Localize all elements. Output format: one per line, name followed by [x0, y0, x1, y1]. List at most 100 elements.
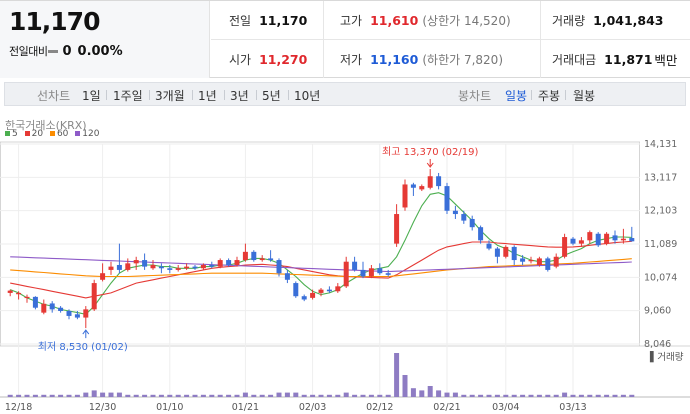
volume-bar: [469, 394, 475, 397]
candle-chart-title[interactable]: 봉차트: [458, 89, 492, 103]
volume-bar: [595, 394, 601, 397]
tab-3month[interactable]: 3개월: [155, 89, 185, 103]
candle-up: [175, 268, 181, 270]
candle-down: [595, 233, 601, 246]
volume-bar: [452, 392, 458, 397]
data-source: 한국거래소(KRX): [5, 119, 87, 132]
candle-up: [242, 251, 248, 261]
y-tick-label: 11,089: [644, 239, 677, 250]
volume-bar: [553, 394, 559, 397]
candle-up: [394, 214, 400, 244]
volume-bar: [587, 394, 593, 397]
ma-line-60: [10, 258, 632, 278]
legend-ma5: 5: [5, 129, 18, 139]
x-tick-label: 01/10: [156, 402, 183, 413]
candle-up: [217, 260, 223, 267]
divider: [540, 1, 541, 78]
volume-bar: [284, 392, 290, 397]
volume-bar: [74, 394, 80, 397]
volume-bar: [461, 394, 467, 397]
tab-3year[interactable]: 3년: [230, 89, 249, 103]
high-arrow-icon: [426, 159, 434, 168]
ma-line-120: [10, 256, 632, 273]
y-tick-label: 14,131: [644, 139, 677, 150]
candle-down: [444, 186, 450, 211]
volume-bar: [343, 392, 349, 397]
tab-1year[interactable]: 1년: [198, 89, 217, 103]
volume-bar: [486, 394, 492, 397]
volume-label: ▌거래량: [649, 351, 684, 363]
legend-ma60: 60: [49, 129, 68, 139]
candle-up: [24, 296, 30, 299]
candle-up: [368, 268, 374, 277]
candle-down: [74, 314, 80, 318]
candle-up: [184, 266, 190, 269]
candle-down: [494, 248, 500, 257]
candle-down: [520, 258, 526, 262]
volume-bar: [494, 394, 500, 397]
volume-bar: [108, 392, 114, 397]
candle-up: [536, 258, 542, 265]
current-price: 11,170: [9, 7, 100, 36]
volume-bar: [167, 394, 173, 397]
current-price-box: 11,170 전일대비 0 0.00%: [0, 1, 210, 78]
tab-1day[interactable]: 1일: [82, 89, 101, 103]
volume-bar: [133, 394, 139, 397]
candle-down: [436, 176, 442, 187]
candle-up: [503, 246, 509, 257]
candle-up: [419, 186, 425, 190]
stock-chart: 한국거래소(KRX) 5 20 60 120 최고 13,370 (02/19)…: [0, 112, 690, 414]
volume-bar: [200, 394, 206, 397]
volume-bar: [629, 394, 635, 397]
candle-down: [142, 260, 148, 267]
tab-10year[interactable]: 10년: [294, 89, 321, 103]
candle-down: [284, 273, 290, 280]
volume-bar: [301, 394, 307, 397]
candle-up: [335, 286, 341, 292]
volume-bar: [184, 394, 190, 397]
volume-bar: [335, 394, 341, 397]
x-tick-label: 03/04: [492, 402, 519, 413]
volume-bar: [444, 392, 450, 397]
candlestick-plot[interactable]: 최고 13,370 (02/19) 최저 8,530 (01/02) 14,131…: [0, 112, 690, 414]
volume-bar: [192, 394, 198, 397]
candle-up: [83, 309, 89, 318]
candle-up: [587, 232, 593, 241]
tab-5year[interactable]: 5년: [262, 89, 281, 103]
line-chart-title[interactable]: 선차트: [37, 89, 71, 103]
candle-up: [528, 260, 534, 262]
candle-up: [16, 292, 22, 295]
high-annotation: 최고 13,370 (02/19): [382, 146, 478, 158]
volume-bar: [326, 394, 332, 397]
volume-bar: [520, 394, 526, 397]
candle-up: [108, 266, 114, 270]
y-tick-label: 12,103: [644, 206, 677, 217]
price-change: 전일대비 0 0.00%: [9, 43, 123, 59]
period-toolbar: 선차트 1일 1주일 3개월 1년 3년 5년 10년 봉차트 일봉 주봉 월봉: [4, 82, 686, 106]
candle-down: [268, 258, 274, 261]
prev-close: 전일 11,170: [229, 12, 308, 28]
volume-bar: [175, 394, 181, 397]
candle-down: [251, 251, 257, 261]
volume-bar: [562, 392, 568, 397]
volume-bar: [503, 394, 509, 397]
volume-bar: [116, 392, 122, 397]
candle-down: [461, 214, 467, 221]
ma-line-20: [10, 240, 632, 299]
volume-bar: [49, 394, 55, 397]
candle-up: [427, 176, 433, 188]
volume-bar: [368, 394, 374, 397]
volume-bar: [83, 392, 89, 397]
tab-daily[interactable]: 일봉: [505, 89, 528, 103]
volume-bar: [427, 386, 433, 397]
quote-panel: 11,170 전일대비 0 0.00% 전일 11,170 시가 11,270 고가…: [0, 0, 690, 78]
candle-up: [259, 258, 265, 261]
volume-bar: [41, 394, 47, 397]
tab-monthly[interactable]: 월봉: [573, 89, 596, 103]
y-tick-label: 9,060: [644, 306, 671, 317]
volume-bar: [394, 353, 400, 397]
volume-bar: [410, 388, 416, 397]
tab-1week[interactable]: 1주일: [113, 89, 143, 103]
volume-bar: [142, 394, 148, 397]
tab-weekly[interactable]: 주봉: [538, 89, 561, 103]
